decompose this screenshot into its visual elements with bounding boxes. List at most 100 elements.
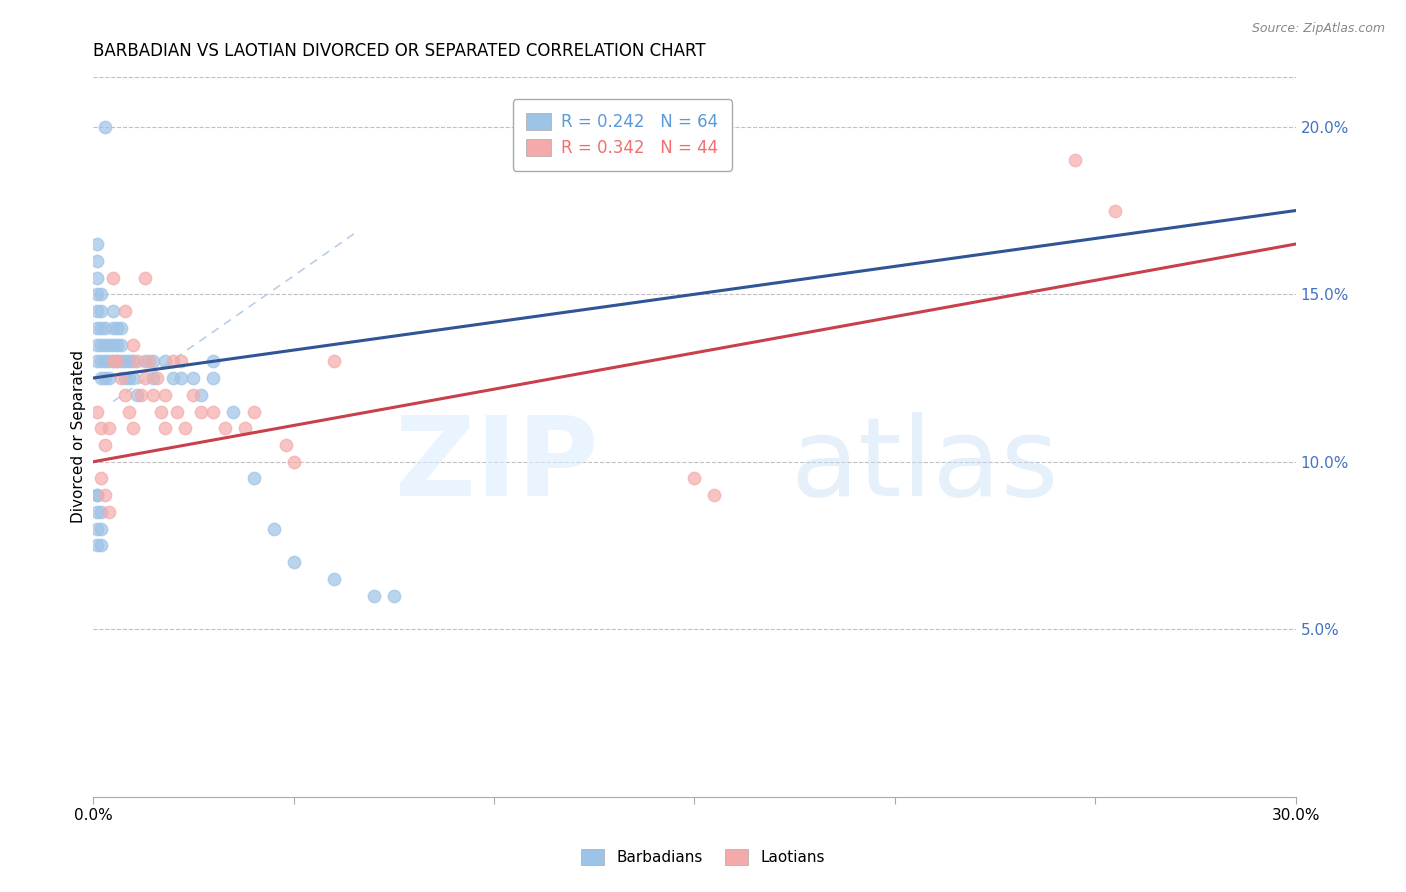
Point: [105, 337, 128, 351]
Point: [202, 371, 225, 385]
Point: [1104, 203, 1126, 218]
Legend: R = 0.242   N = 64, R = 0.342   N = 44: R = 0.242 N = 64, R = 0.342 N = 44: [513, 99, 731, 170]
Point: [146, 371, 169, 385]
Point: [103, 270, 125, 285]
Point: [363, 589, 385, 603]
Point: [155, 388, 177, 402]
Point: [90, 471, 112, 485]
Point: [129, 388, 152, 402]
Point: [110, 320, 132, 334]
Point: [142, 388, 165, 402]
Point: [103, 354, 125, 368]
Point: [134, 354, 156, 368]
Point: [118, 404, 141, 418]
Point: [183, 388, 205, 402]
Point: [263, 522, 285, 536]
Point: [242, 404, 264, 418]
Point: [86, 320, 108, 334]
Point: [98, 505, 121, 519]
Point: [155, 421, 177, 435]
Point: [322, 572, 344, 586]
Point: [105, 320, 128, 334]
Point: [155, 354, 177, 368]
Point: [214, 421, 236, 435]
Point: [190, 404, 212, 418]
Point: [90, 522, 112, 536]
Text: ZIP: ZIP: [395, 412, 598, 519]
Point: [90, 320, 112, 334]
Point: [283, 455, 305, 469]
Point: [138, 354, 160, 368]
Point: [103, 304, 125, 318]
Point: [162, 371, 184, 385]
Text: Source: ZipAtlas.com: Source: ZipAtlas.com: [1251, 22, 1385, 36]
Point: [202, 404, 225, 418]
Point: [86, 505, 108, 519]
Point: [86, 488, 108, 502]
Point: [127, 354, 149, 368]
Point: [283, 555, 305, 569]
Point: [103, 337, 125, 351]
Point: [142, 371, 165, 385]
Point: [98, 371, 121, 385]
Point: [683, 471, 706, 485]
Text: atlas: atlas: [790, 412, 1059, 519]
Point: [86, 488, 108, 502]
Point: [114, 304, 136, 318]
Point: [122, 421, 145, 435]
Point: [90, 505, 112, 519]
Point: [86, 404, 108, 418]
Point: [703, 488, 725, 502]
Point: [134, 270, 156, 285]
Point: [162, 354, 184, 368]
Point: [105, 354, 128, 368]
Point: [94, 488, 117, 502]
Point: [86, 354, 108, 368]
Point: [94, 371, 117, 385]
Legend: Barbadians, Laotians: Barbadians, Laotians: [575, 843, 831, 871]
Point: [86, 237, 108, 252]
Point: [118, 371, 141, 385]
Text: BARBADIAN VS LAOTIAN DIVORCED OR SEPARATED CORRELATION CHART: BARBADIAN VS LAOTIAN DIVORCED OR SEPARAT…: [93, 42, 706, 60]
Point: [90, 539, 112, 553]
Point: [105, 354, 128, 368]
Point: [114, 371, 136, 385]
Point: [110, 337, 132, 351]
Point: [90, 337, 112, 351]
Point: [90, 304, 112, 318]
Point: [127, 388, 149, 402]
Point: [86, 287, 108, 301]
Point: [118, 354, 141, 368]
Point: [90, 371, 112, 385]
Point: [86, 522, 108, 536]
Point: [222, 404, 245, 418]
Point: [86, 304, 108, 318]
Point: [202, 354, 225, 368]
Point: [174, 421, 197, 435]
Point: [134, 371, 156, 385]
Point: [86, 337, 108, 351]
Point: [94, 120, 117, 134]
Point: [183, 371, 205, 385]
Point: [235, 421, 257, 435]
Point: [122, 354, 145, 368]
Point: [86, 270, 108, 285]
Point: [274, 438, 297, 452]
Point: [122, 371, 145, 385]
Point: [1064, 153, 1087, 168]
Point: [122, 337, 145, 351]
Point: [322, 354, 344, 368]
Point: [94, 320, 117, 334]
Point: [103, 354, 125, 368]
Point: [98, 337, 121, 351]
Point: [382, 589, 405, 603]
Point: [90, 421, 112, 435]
Point: [110, 354, 132, 368]
Point: [190, 388, 212, 402]
Point: [90, 354, 112, 368]
Point: [114, 388, 136, 402]
Point: [86, 253, 108, 268]
Point: [170, 354, 193, 368]
Point: [98, 354, 121, 368]
Y-axis label: Divorced or Separated: Divorced or Separated: [72, 351, 86, 523]
